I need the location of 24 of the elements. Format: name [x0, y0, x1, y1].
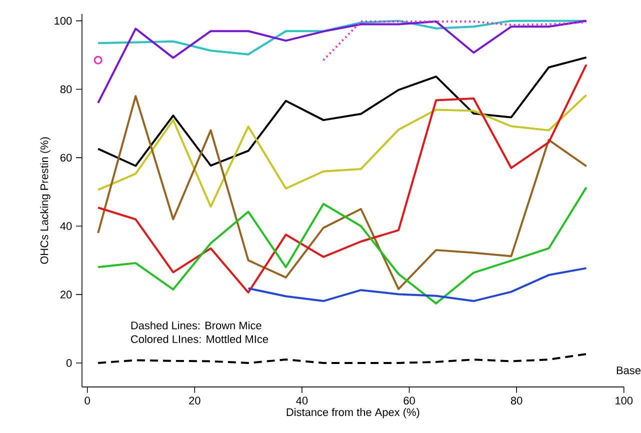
line-series [97, 20, 588, 104]
y-tick-label: 100 [54, 17, 72, 25]
y-tick-label: 0 [66, 359, 72, 367]
line-series [97, 186, 588, 304]
annotation: Dashed Lines: Brown Mice [131, 321, 262, 330]
x-tick-label: 60 [404, 396, 415, 405]
y-tick-label: 60 [60, 154, 72, 162]
x-tick-label: 80 [510, 396, 522, 405]
x-tick-label: 40 [296, 396, 308, 405]
line-series [97, 94, 588, 208]
y-tick-label: 20 [60, 290, 72, 298]
y-axis-title: OHCs Lacking Prestin (%) [40, 137, 50, 264]
y-tick-label: 80 [60, 85, 72, 94]
line-series [97, 56, 588, 167]
line-series [97, 95, 588, 290]
x-tick-label: 20 [189, 396, 200, 405]
x-axis-title: Distance from the Apex (%) [286, 408, 420, 418]
x-tick-label: 100 [616, 396, 633, 405]
line-series [97, 64, 588, 294]
line-series [247, 267, 588, 302]
annotation: Base [616, 366, 641, 374]
annotation: Colored LInes: Mottled MIce [131, 335, 268, 344]
y-tick-label: 40 [60, 222, 72, 230]
x-tick-label: 0 [84, 396, 90, 405]
